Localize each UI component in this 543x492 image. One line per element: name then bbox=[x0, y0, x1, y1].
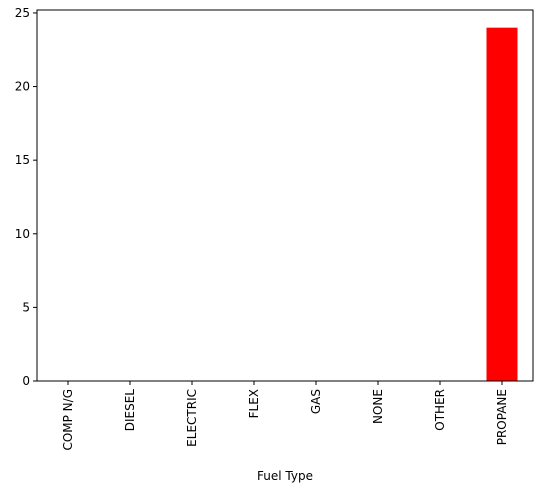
y-axis: 0 5 10 15 20 25 bbox=[15, 6, 37, 388]
x-tick-label: DIESEL bbox=[123, 389, 137, 432]
y-tick-label: 0 bbox=[22, 374, 30, 388]
bar-propane bbox=[486, 27, 518, 382]
x-tick-label: GAS bbox=[309, 389, 323, 414]
bars-group bbox=[486, 27, 518, 382]
y-tick-label: 10 bbox=[15, 227, 30, 241]
plot-frame bbox=[36, 9, 534, 382]
y-tick-label: 20 bbox=[15, 80, 30, 94]
y-tick-label: 5 bbox=[22, 300, 30, 314]
y-tick-label: 15 bbox=[15, 153, 30, 167]
x-tick-label: OTHER bbox=[433, 389, 447, 431]
y-tick-label: 25 bbox=[15, 6, 30, 20]
x-tick-label: PROPANE bbox=[495, 389, 509, 445]
x-tick-label: COMP N/G bbox=[61, 389, 75, 451]
x-axis: COMP N/G DIESEL ELECTRIC FLEX GAS NONE OTHER PR… bbox=[61, 381, 509, 451]
x-tick-label: NONE bbox=[371, 389, 385, 424]
x-tick-label: ELECTRIC bbox=[185, 389, 199, 447]
x-tick-label: FLEX bbox=[247, 389, 261, 418]
x-axis-label: Fuel Type bbox=[257, 469, 313, 483]
